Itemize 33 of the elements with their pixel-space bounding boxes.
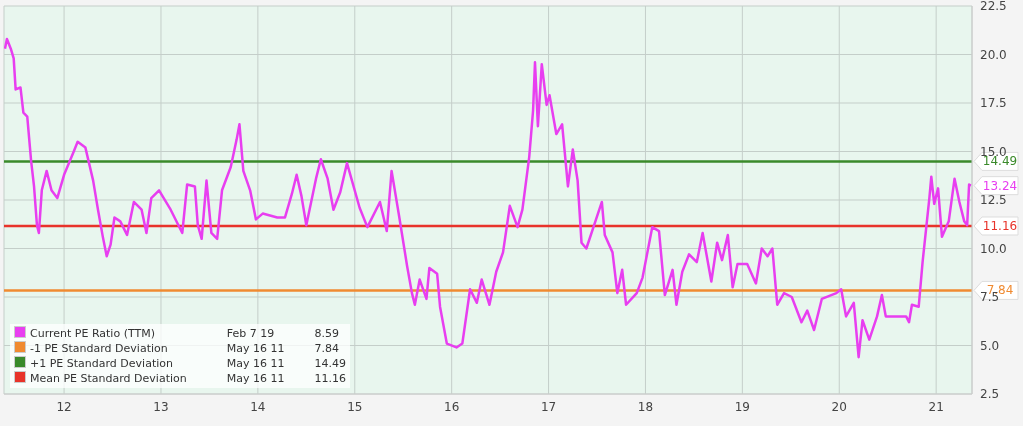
legend-label: -1 PE Standard Deviation xyxy=(30,341,169,356)
annotation: 11.16 xyxy=(314,371,346,386)
x-tick-label: 19 xyxy=(734,399,750,414)
x-tick-label: 12 xyxy=(56,399,72,414)
text: 13.24 xyxy=(982,178,1018,193)
annotation: May 16 11 xyxy=(226,371,286,386)
x-tick-label: 18 xyxy=(637,399,654,414)
x-tick-label: 16 xyxy=(444,399,460,414)
y-tick-label: 5.0 xyxy=(980,338,1000,353)
x-tick-label: 20 xyxy=(831,399,847,414)
y-tick-label: 12.5 xyxy=(980,193,1007,208)
y-tick-label: 22.5 xyxy=(980,0,1007,14)
y-tick-label: 17.5 xyxy=(980,96,1007,111)
legend-label: Mean PE Standard Deviation xyxy=(30,371,188,386)
x-tick-label: 21 xyxy=(928,399,944,414)
annotation: May 16 11 xyxy=(226,341,286,356)
x-tick-label: 15 xyxy=(347,399,363,414)
legend-label: +1 PE Standard Deviation xyxy=(30,356,174,371)
annotation: Feb 7 19 xyxy=(226,326,276,341)
annotation: 14.49 xyxy=(314,356,346,371)
annotation: 7.84 xyxy=(314,341,340,356)
line-series xyxy=(4,37,972,359)
x-tick-label: 17 xyxy=(540,399,557,414)
legend-label: Current PE Ratio (TTM) xyxy=(30,326,156,341)
y-tick-label: 2.5 xyxy=(980,387,1000,402)
y-tick-label: 20.0 xyxy=(980,47,1007,62)
annotation: 8.59 xyxy=(314,326,340,341)
annotation: May 16 11 xyxy=(226,356,286,371)
text: 14.49 xyxy=(982,154,1018,169)
x-tick-label: 13 xyxy=(153,399,169,414)
text: 11.16 xyxy=(982,219,1018,233)
y-tick-label: 10.0 xyxy=(980,241,1007,256)
x-tick-label: 14 xyxy=(250,399,266,414)
